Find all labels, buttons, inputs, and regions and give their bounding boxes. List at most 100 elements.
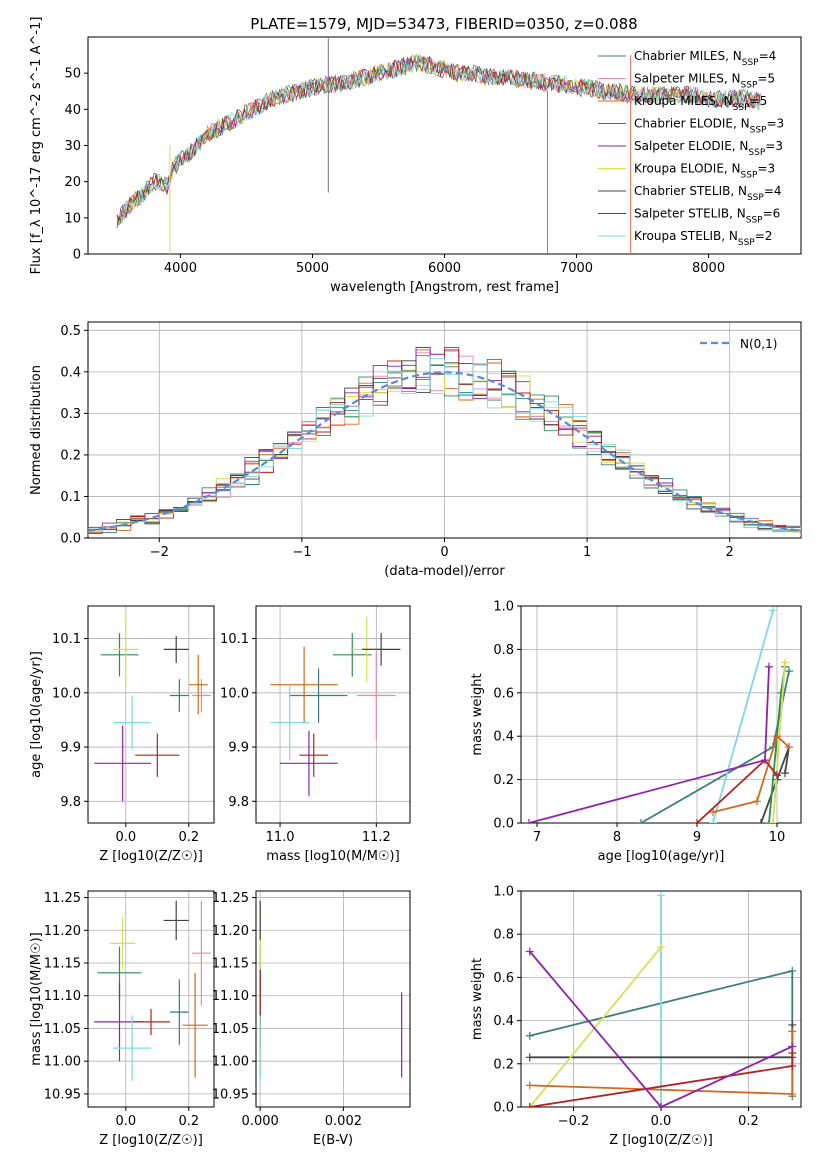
x-tick-label: 0.0 (651, 1114, 672, 1129)
y-tick-label: 11.05 (44, 1022, 81, 1037)
y-tick-label: 30 (64, 139, 81, 154)
weight-marker (781, 658, 789, 667)
y-axis-label: Normed distribution (29, 365, 44, 495)
axes-frame (87, 321, 802, 539)
legend-subscript: SSP (748, 148, 765, 158)
x-tick-label: 0 (440, 545, 448, 560)
axes-frame (255, 605, 411, 824)
weight-marker (773, 771, 781, 780)
x-tick-label: 2 (726, 545, 734, 560)
legend-label: Kroupa STELIB, NSSP=2 (634, 229, 772, 248)
y-tick-label: 11.10 (212, 989, 249, 1004)
x-axis-label: mass [log10(M/M☉)] (266, 849, 399, 864)
x-tick-label: 10 (769, 830, 786, 845)
y-tick-label: 0.6 (493, 686, 514, 701)
y-tick-label: 11.15 (212, 957, 249, 972)
legend-subscript: SSP (747, 193, 764, 203)
normal-curve (87, 371, 802, 532)
x-axis-label: Z [log10(Z/Z☉)] (99, 1133, 203, 1148)
legend-count: =3 (757, 162, 775, 176)
legend-count: =2 (755, 229, 773, 243)
y-tick-label: 11.10 (44, 989, 81, 1004)
y-tick-label: 11.00 (44, 1055, 81, 1070)
weight-line (529, 950, 793, 1107)
axes-2 (84, 605, 215, 827)
x-tick-label: 0.2 (178, 1114, 199, 1129)
x-tick-label: 7000 (560, 261, 593, 276)
y-tick-label: 0.8 (493, 643, 514, 658)
y-tick-label: 0.1 (60, 490, 81, 505)
x-tick-label: 4000 (164, 261, 197, 276)
y-tick-label: 10.0 (220, 686, 249, 701)
weight-marker (525, 1053, 534, 1062)
weight-marker (788, 966, 797, 975)
weight-marker (657, 891, 665, 900)
weight-marker (525, 1031, 534, 1040)
y-axis-label: mass weight (470, 673, 485, 755)
y-tick-label: 9.8 (60, 795, 81, 810)
y-tick-label: 9.9 (60, 741, 81, 756)
weight-marker (788, 1027, 797, 1036)
figure-title: PLATE=1579, MJD=53473, FIBERID=0350, z=0… (250, 15, 637, 33)
weight-marker (788, 1090, 797, 1099)
y-tick-label: 40 (64, 103, 81, 118)
weight-line (772, 662, 786, 823)
weight-marker (637, 819, 645, 823)
y-axis-label: age [log10(age/yr)] (29, 651, 44, 778)
legend-subscript: SSP (742, 58, 759, 68)
weight-line (712, 734, 790, 813)
y-tick-label: 11.25 (212, 891, 249, 906)
x-tick-label: 11.0 (266, 830, 295, 845)
y-tick-label: 9.8 (228, 795, 249, 810)
y-tick-label: 1.0 (493, 600, 514, 615)
legend-label: Salpeter STELIB, NSSP=6 (634, 207, 780, 226)
x-tick-label: 5000 (296, 261, 329, 276)
weight-marker (788, 1042, 797, 1051)
weight-marker (709, 808, 717, 817)
legend-label: Chabrier STELIB, NSSP=4 (634, 184, 782, 203)
y-tick-label: 0.4 (493, 1014, 514, 1029)
legend-label: N(0,1) (740, 337, 777, 351)
y-tick-label: 11.25 (44, 891, 81, 906)
y-tick-label: 11.15 (44, 957, 81, 972)
histogram-step (88, 358, 801, 533)
weight-marker (657, 1103, 665, 1107)
x-axis-label: age [log10(age/yr)] (598, 849, 725, 864)
weight-marker (525, 1103, 534, 1107)
y-axis-label: mass weight (470, 958, 485, 1040)
weight-marker (785, 743, 793, 752)
y-tick-label: 10.95 (44, 1087, 81, 1102)
weight-marker (525, 1081, 534, 1090)
y-tick-label: 10.95 (212, 1087, 249, 1102)
legend-label: Chabrier ELODIE, NSSP=3 (634, 117, 784, 136)
weight-marker (765, 662, 773, 671)
y-tick-label: 11.20 (44, 924, 81, 939)
weight-line (640, 670, 790, 823)
legend-label: Kroupa ELODIE, NSSP=3 (634, 162, 775, 181)
y-tick-label: 0.0 (60, 532, 81, 547)
axes-7 (517, 890, 802, 1111)
y-tick-label: 11.05 (212, 1022, 249, 1037)
legend-label: Chabrier MILES, NSSP=4 (634, 49, 776, 68)
x-axis-label: wavelength [Angstrom, rest frame] (330, 280, 559, 295)
weight-line (760, 746, 790, 823)
y-tick-label: 10 (64, 211, 81, 226)
y-tick-label: 20 (64, 175, 81, 190)
legend-count: =3 (765, 139, 783, 153)
y-tick-label: 0.5 (60, 324, 81, 339)
y-tick-label: 0.3 (60, 407, 81, 422)
y-axis-label: Flux [f_λ 10^-17 erg cm^-2 s^-1 A^-1] (29, 17, 44, 275)
weight-marker (765, 819, 773, 823)
y-tick-label: 0.4 (60, 365, 81, 380)
weight-marker (769, 819, 777, 823)
x-tick-label: 1 (583, 545, 591, 560)
axes-frame (520, 605, 802, 824)
weight-marker (769, 606, 777, 615)
y-tick-label: 11.00 (212, 1055, 249, 1070)
weight-marker (525, 819, 533, 823)
y-tick-label: 10.1 (220, 632, 249, 647)
legend-count: =5 (750, 94, 768, 108)
weight-marker (657, 943, 665, 952)
legend-subscript: SSP (746, 216, 763, 226)
weight-marker (693, 819, 701, 823)
